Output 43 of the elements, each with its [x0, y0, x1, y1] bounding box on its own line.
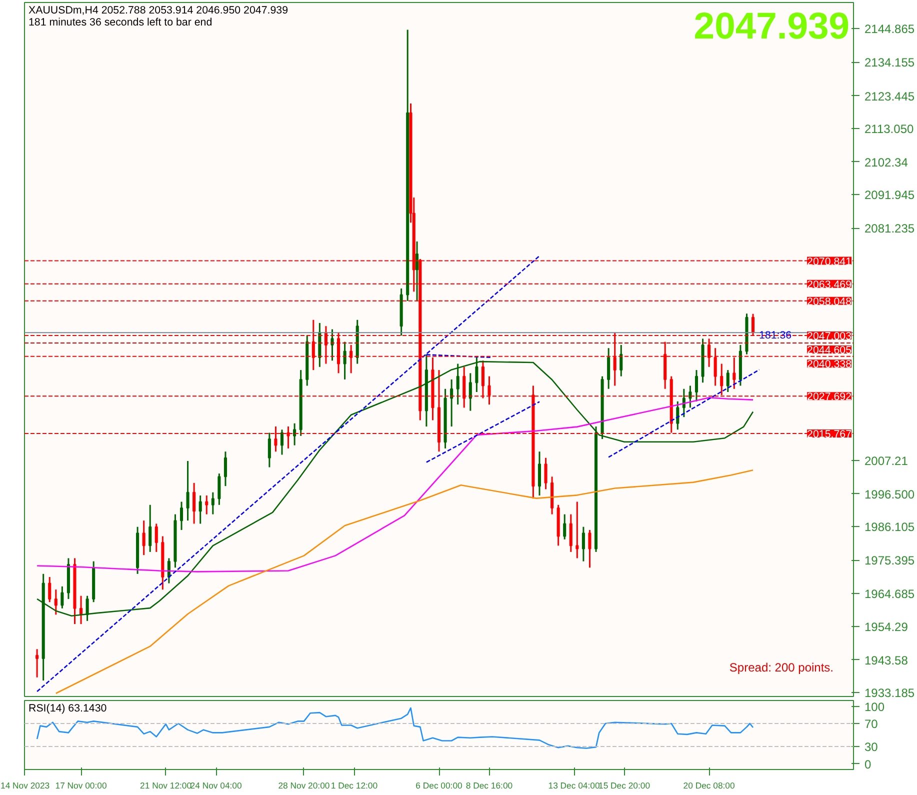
- y-tick-label: 2091.945: [864, 188, 915, 202]
- chart-title: RSI(14) 63.1430: [28, 702, 107, 714]
- ref-line-label: 2047.003: [807, 330, 852, 343]
- y-tick-label: 2081.235: [864, 222, 915, 236]
- y-tick-label: 2144.865: [864, 22, 915, 36]
- chart-title: XAUUSDm,H4 2052.788 2053.914 2046.950 2047.939: [28, 4, 288, 16]
- y-tick-label: 30: [864, 740, 878, 754]
- y-tick-label: 2113.050: [864, 122, 914, 136]
- ref-line-label: 2044.605: [807, 344, 852, 357]
- y-tick-label: 1954.29: [864, 620, 908, 634]
- ref-line-label: 2058.048: [807, 296, 852, 308]
- x-tick-label: 15 Dec 20:00: [598, 780, 650, 790]
- y-tick-label: 1933.185: [864, 686, 915, 700]
- x-tick-label: 14 Nov 2023: [0, 780, 50, 790]
- y-tick-label: 0: [864, 757, 872, 772]
- y-tick-label: 1964.685: [864, 587, 915, 602]
- y-tick-label: 2102.34: [864, 156, 908, 170]
- x-tick-label: 6 Dec 00:00: [416, 780, 463, 790]
- x-tick-label: 8 Dec 16:00: [466, 780, 513, 790]
- ref-line-label: 2015.767: [807, 428, 852, 440]
- x-tick-label: 13 Dec 04:00: [548, 780, 600, 790]
- ref-line-label: 2040.338: [807, 358, 852, 371]
- x-tick-label: 28 Nov 20:00: [278, 780, 330, 790]
- x-tick-label: 1 Dec 12:00: [330, 780, 378, 790]
- annotation: Spread: 200 points.: [729, 660, 834, 674]
- x-tick-label: 24 Nov 04:00: [190, 780, 242, 790]
- y-tick-label: 2123.445: [864, 89, 915, 104]
- annotation: 2047.939: [694, 4, 850, 46]
- ref-line-label: 2070.841: [807, 256, 852, 268]
- text: 181 minutes 36 seconds left to bar end: [28, 16, 212, 28]
- y-tick-label: 1996.500: [864, 487, 915, 502]
- x-tick-label: 17 Nov 00:00: [55, 780, 107, 790]
- y-tick-label: 100: [864, 700, 885, 714]
- ref-line-label: 2027.692: [807, 391, 852, 404]
- y-tick-label: 1943.58: [864, 653, 908, 668]
- y-tick-label: 1986.105: [864, 520, 915, 534]
- y-tick-label: 2007.21: [864, 454, 908, 468]
- ref-line-label: 2063.469: [807, 278, 852, 291]
- x-tick-label: 20 Dec 08:00: [683, 780, 735, 790]
- y-tick-label: 70: [864, 717, 878, 731]
- y-tick-label: 2134.155: [864, 56, 915, 70]
- x-tick-label: 21 Nov 12:00: [140, 780, 192, 790]
- y-tick-label: 1975.395: [864, 554, 915, 568]
